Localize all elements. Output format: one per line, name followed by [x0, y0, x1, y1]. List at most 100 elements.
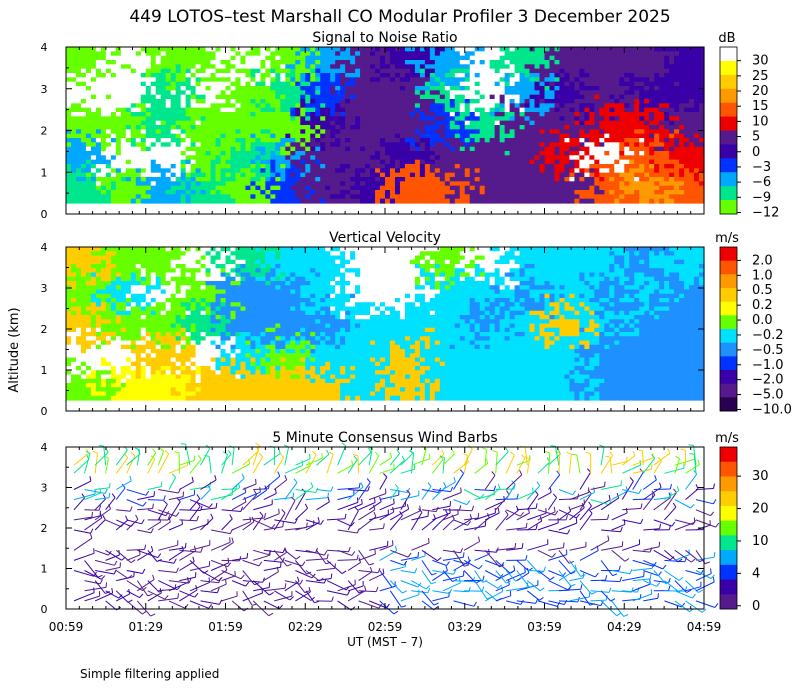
heatmap-cell	[250, 68, 256, 74]
heatmap-cell	[150, 155, 157, 161]
heatmap-cell	[479, 68, 486, 74]
heatmap-cell	[479, 77, 486, 83]
heatmap-cell	[285, 194, 291, 200]
heatmap-cell	[429, 129, 436, 135]
heatmap-cell	[629, 146, 635, 152]
heatmap-cell	[489, 51, 496, 57]
heatmap-cell	[225, 168, 232, 174]
heatmap-cell	[375, 177, 381, 182]
heatmap-cell	[315, 177, 321, 182]
heatmap-cell	[170, 181, 177, 187]
heatmap-cell	[100, 77, 107, 83]
heatmap-cell	[529, 94, 536, 100]
heatmap-cell	[115, 86, 122, 91]
heatmap-cell	[524, 116, 531, 122]
heatmap-cell	[315, 107, 321, 113]
heatmap-cell	[215, 151, 222, 156]
heatmap-cell	[674, 86, 680, 91]
heatmap-cell	[619, 90, 625, 96]
heatmap-cell	[684, 103, 690, 109]
heatmap-cell	[140, 120, 147, 126]
heatmap-cell	[330, 90, 336, 96]
heatmap-cell	[175, 60, 182, 65]
heatmap-cell	[95, 151, 102, 156]
heatmap-cell	[145, 155, 152, 161]
heatmap-cell	[270, 164, 276, 169]
heatmap-cell	[404, 172, 411, 178]
heatmap-cell	[240, 107, 247, 113]
heatmap-cell	[185, 151, 192, 156]
heatmap-cell	[110, 99, 117, 104]
heatmap-cell	[589, 133, 595, 139]
heatmap-cell	[220, 64, 227, 70]
heatmap-cell	[449, 116, 456, 122]
heatmap-cell	[654, 77, 660, 83]
heatmap-cell	[414, 51, 421, 57]
heatmap-cell	[280, 81, 286, 87]
heatmap-cell	[240, 116, 247, 122]
heatmap-cell	[320, 142, 326, 148]
heatmap-cell	[409, 146, 416, 152]
heatmap-cell	[180, 90, 187, 96]
heatmap-cell	[235, 133, 242, 139]
heatmap-cell	[90, 151, 97, 156]
heatmap-cell	[669, 164, 675, 169]
heatmap-cell	[135, 190, 142, 195]
heatmap-cell	[305, 99, 311, 104]
heatmap-cell	[619, 151, 625, 156]
heatmap-cell	[170, 112, 177, 117]
heatmap-cell	[265, 133, 271, 139]
heatmap-cell	[120, 116, 127, 122]
heatmap-cell	[365, 86, 371, 91]
heatmap-cell	[145, 181, 152, 187]
heatmap-cell	[614, 190, 620, 195]
heatmap-cell	[409, 90, 416, 96]
heatmap-cell	[424, 151, 431, 156]
heatmap-cell	[250, 133, 256, 139]
heatmap-cell	[394, 120, 401, 126]
heatmap-cell	[559, 198, 566, 204]
heatmap-cell	[499, 181, 506, 187]
heatmap-cell	[409, 125, 416, 130]
heatmap-cell	[315, 77, 321, 83]
heatmap-cell	[115, 129, 122, 135]
heatmap-cell	[434, 177, 441, 182]
heatmap-cell	[230, 155, 237, 161]
heatmap-cell	[614, 146, 620, 152]
heatmap-cell	[589, 120, 595, 126]
heatmap-cell	[70, 125, 77, 130]
heatmap-cell	[345, 198, 351, 204]
heatmap-cell	[365, 68, 371, 74]
heatmap-cell	[459, 51, 466, 57]
heatmap-cell	[110, 185, 117, 191]
heatmap-cell	[634, 73, 640, 78]
heatmap-cell	[90, 64, 97, 70]
heatmap-cell	[639, 77, 645, 83]
heatmap-cell	[674, 194, 680, 200]
heatmap-cell	[265, 142, 271, 148]
heatmap-cell	[165, 47, 172, 52]
heatmap-cell	[559, 99, 566, 104]
heatmap-cell	[80, 47, 87, 52]
heatmap-cell	[654, 125, 660, 130]
heatmap-cell	[389, 125, 396, 130]
heatmap-cell	[225, 60, 232, 65]
heatmap-cell	[66, 94, 72, 100]
heatmap-cell	[424, 51, 431, 57]
heatmap-cell	[320, 90, 326, 96]
heatmap-cell	[684, 172, 690, 178]
heatmap-cell	[659, 51, 665, 57]
heatmap-cell	[519, 151, 526, 156]
heatmap-cell	[340, 177, 346, 182]
heatmap-cell	[509, 81, 516, 87]
heatmap-cell	[355, 94, 361, 100]
heatmap-cell	[419, 146, 426, 152]
heatmap-cell	[519, 94, 526, 100]
heatmap-cell	[479, 164, 486, 169]
heatmap-cell	[509, 185, 516, 191]
heatmap-cell	[100, 142, 107, 148]
heatmap-cell	[200, 159, 207, 165]
heatmap-cell	[559, 247, 566, 252]
heatmap-cell	[684, 185, 690, 191]
heatmap-cell	[464, 73, 471, 78]
